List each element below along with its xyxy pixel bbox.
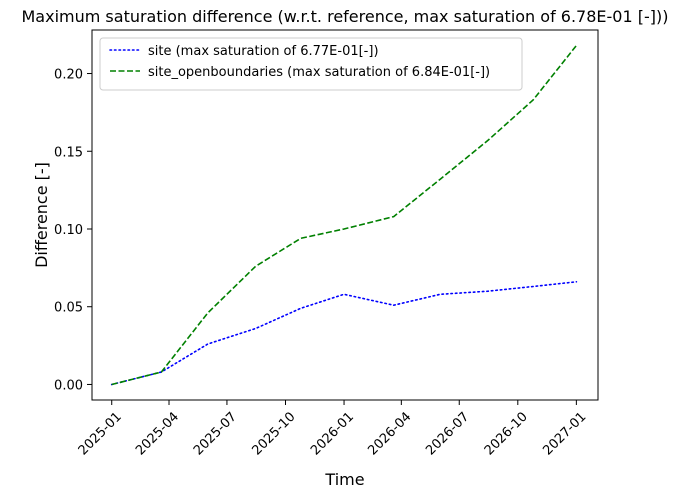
y-tick-label: 0.15 bbox=[54, 145, 83, 160]
y-axis-label: Difference [-] bbox=[32, 162, 51, 268]
y-tick-label: 0.20 bbox=[54, 68, 83, 83]
x-tick-label: 2025-10 bbox=[250, 409, 299, 458]
x-tick-label: 2026-10 bbox=[482, 409, 531, 458]
plot-frame bbox=[91, 29, 599, 401]
y-tick-label: 0.00 bbox=[54, 378, 83, 393]
x-tick-label: 2025-01 bbox=[76, 409, 125, 458]
x-tick-label: 2025-04 bbox=[133, 409, 182, 458]
legend-box bbox=[99, 37, 523, 91]
chart-title: Maximum saturation difference (w.r.t. re… bbox=[22, 7, 669, 26]
x-tick-label: 2026-04 bbox=[365, 409, 414, 458]
x-tick-label: 2026-07 bbox=[423, 409, 472, 458]
series-layer bbox=[110, 45, 578, 386]
series-line-2 bbox=[111, 45, 578, 386]
x-axis-label: Time bbox=[324, 470, 364, 489]
y-axis: 0.00 0.05 0.10 0.15 0.20 bbox=[54, 68, 92, 393]
legend-label: site (max saturation of 6.77E-01[-]) bbox=[148, 44, 379, 59]
legend: site (max saturation of 6.77E-01[-]) site… bbox=[99, 37, 523, 91]
x-axis: 2025-01 2025-04 2025-07 2025-10 2026-01 2026-… bbox=[76, 400, 589, 458]
legend-label: site_openboundaries (max saturation of 6… bbox=[148, 65, 490, 80]
series-line-1 bbox=[110, 280, 578, 386]
x-tick-label: 2025-07 bbox=[191, 409, 240, 458]
y-tick-label: 0.05 bbox=[54, 301, 83, 316]
y-tick-label: 0.10 bbox=[54, 223, 83, 238]
x-tick-label: 2027-01 bbox=[540, 409, 589, 458]
x-tick-label: 2026-01 bbox=[308, 409, 357, 458]
